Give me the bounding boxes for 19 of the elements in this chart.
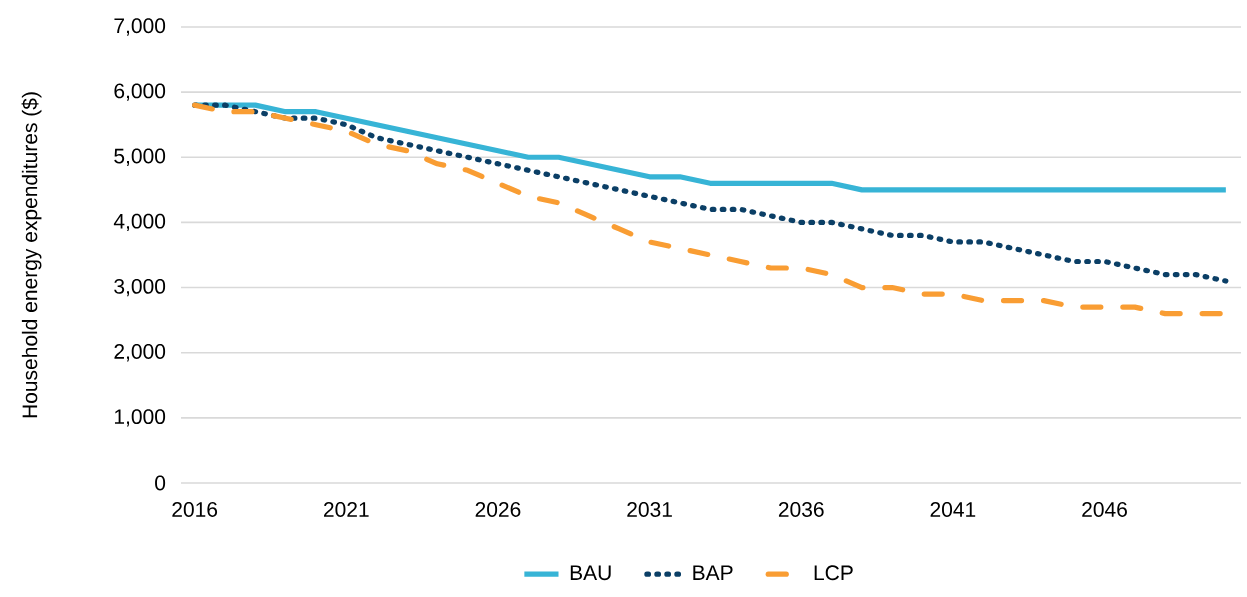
x-tick-label: 2016: [172, 502, 218, 517]
x-tick-label: 2046: [1082, 502, 1127, 517]
x-tick-label: 2041: [930, 502, 976, 517]
legend-label: BAU: [570, 565, 611, 581]
y-tick-label: 3,000: [114, 278, 166, 297]
y-tick-label: 4,000: [113, 213, 166, 232]
y-tick-label: 2,000: [114, 344, 166, 362]
y-axis-title: Household energy expenditures ($): [21, 92, 42, 418]
y-tick-label: 5,000: [114, 148, 166, 166]
y-tick-label: 0: [155, 475, 166, 491]
legend-label: LCP: [814, 565, 853, 581]
x-tick-label: 2036: [778, 502, 824, 517]
x-tick-label: 2021: [324, 502, 369, 517]
x-tick-label: 2026: [475, 502, 521, 517]
legend-label: BAP: [693, 565, 733, 580]
y-tick-label: 1,000: [114, 409, 166, 427]
y-tick-label: 6,000: [114, 83, 166, 101]
y-tick-label: 7,000: [114, 18, 166, 36]
x-tick-label: 2031: [627, 502, 672, 517]
